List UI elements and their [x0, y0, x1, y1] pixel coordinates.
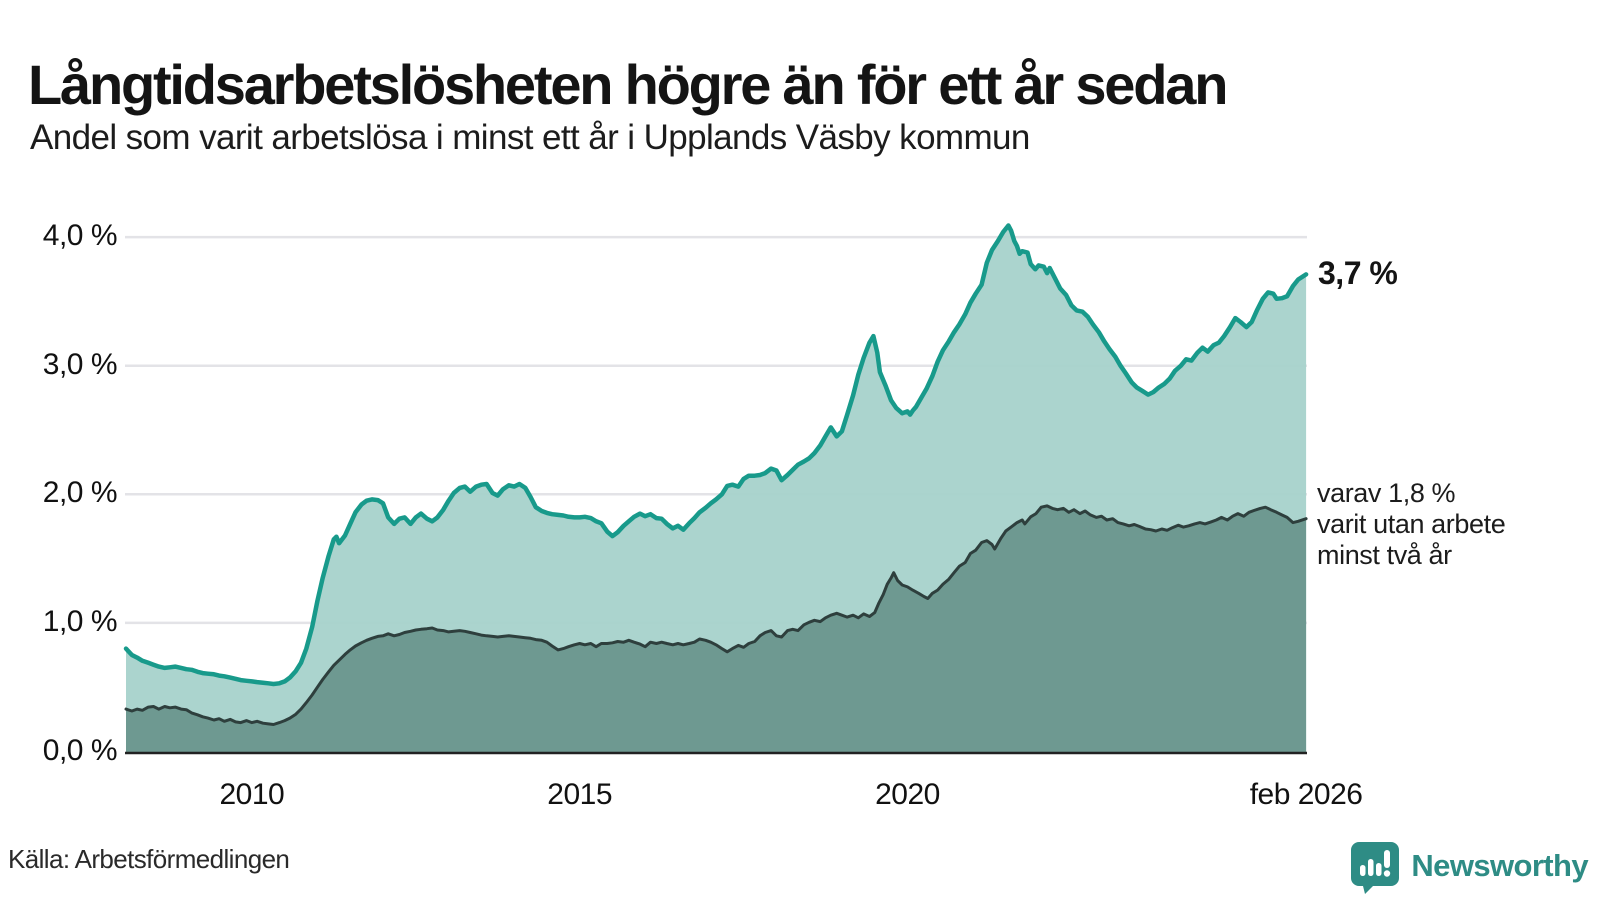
newsworthy-logo-icon — [1351, 842, 1400, 894]
total-line — [123, 223, 1309, 687]
x-axis-tick-label: feb 2026 — [1249, 778, 1363, 811]
x-axis-tick-label: 2015 — [547, 778, 613, 811]
source-note: Källa: Arbetsförmedlingen — [8, 844, 290, 874]
chart-title: Långtidsarbetslösheten högre än för ett … — [28, 52, 1228, 116]
y-axis-tick-label: 1,0 % — [42, 604, 118, 638]
subset-annotation-line3: minst två år — [1317, 540, 1452, 570]
x-axis-tick-label: 2020 — [875, 778, 940, 811]
subset-annotation: varav 1,8 % varit utan arbete minst två … — [1317, 478, 1506, 571]
newsworthy-branding: Newsworthy — [1349, 838, 1589, 894]
subset-area-fill — [126, 505, 1307, 753]
latest-value-label: 3,7 % — [1318, 255, 1398, 292]
y-axis-tick-label: 3,0 % — [42, 347, 118, 381]
subset-line — [124, 504, 1308, 726]
y-axis-tick-label: 4,0 % — [42, 219, 118, 253]
x-axis-tick-label: 2010 — [219, 778, 285, 811]
newsworthy-wordmark: Newsworthy — [1411, 848, 1588, 883]
chart-subtitle: Andel som varit arbetslösa i minst ett å… — [30, 118, 1030, 157]
y-axis-tick-label: 0,0 % — [42, 733, 118, 767]
y-axis-tick-label: 2,0 % — [42, 476, 118, 510]
subset-annotation-line2: varit utan arbete — [1317, 509, 1506, 539]
subset-annotation-line1: varav 1,8 % — [1317, 478, 1456, 508]
